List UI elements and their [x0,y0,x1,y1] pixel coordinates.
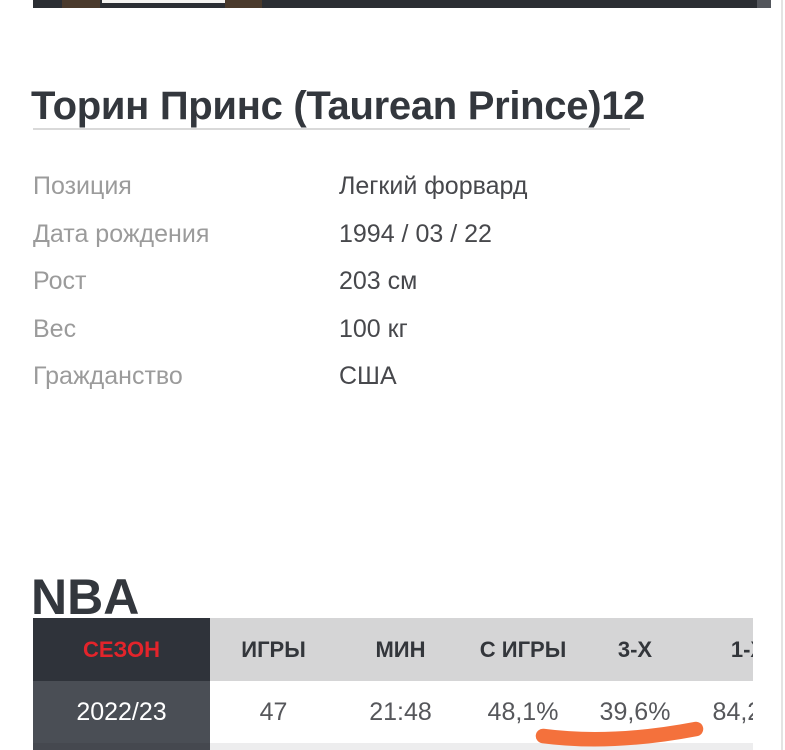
detail-value: 100 кг [339,314,408,343]
column-header-games: ИГРЫ [210,618,337,681]
divider [33,128,630,130]
field-goal-pct-cell: 48,1% [464,681,582,743]
stat-cell [337,743,464,750]
photo-fragment [102,0,225,3]
detail-value: 1994 / 03 / 22 [339,219,492,248]
photo-fragment [62,0,100,8]
photo-fragment [757,0,771,8]
column-header-free-throw: 1-Х [688,618,753,681]
page-title: Торин Принс (Taurean Prince)12 [31,83,646,128]
stat-cell [464,743,582,750]
detail-row-weight: Вес 100 кг [33,306,753,354]
table-row-2022-23: 2022/23 47 21:48 48,1% 39,6% 84,2% [33,681,753,743]
detail-value: 203 см [339,267,418,296]
detail-row-position: Позиция Легкий форвард [33,163,753,211]
minutes-cell: 21:48 [337,681,464,743]
photo-edge-strip [33,0,771,8]
table-header-row: СЕЗОН ИГРЫ МИН С ИГРЫ 3-Х 1-Х [33,618,753,681]
player-details-list: Позиция Легкий форвард Дата рождения 199… [33,163,753,401]
detail-label: Дата рождения [33,219,210,248]
free-throw-pct-cell: 84,2% [688,681,753,743]
detail-label: Рост [33,267,87,296]
stat-cell [210,743,337,750]
detail-label: Позиция [33,172,132,201]
games-cell: 47 [210,681,337,743]
detail-row-birthdate: Дата рождения 1994 / 03 / 22 [33,211,753,259]
detail-value: США [339,362,397,391]
table-row-partial [33,743,753,750]
scrollbar-track[interactable] [781,0,783,750]
detail-row-nationality: Гражданство США [33,353,753,401]
section-heading-nba: NBA [31,568,140,625]
detail-value: Легкий форвард [339,172,528,201]
detail-label: Вес [33,314,77,343]
column-header-minutes: МИН [337,618,464,681]
three-point-pct-cell: 39,6% [582,681,688,743]
column-header-season: СЕЗОН [33,618,210,681]
stat-cell [688,743,753,750]
detail-label: Гражданство [33,362,183,391]
season-cell: 2022/23 [33,681,210,743]
stat-cell [582,743,688,750]
detail-row-height: Рост 203 см [33,258,753,306]
season-cell [33,743,210,750]
column-header-field-goals: С ИГРЫ [464,618,582,681]
stats-table[interactable]: СЕЗОН ИГРЫ МИН С ИГРЫ 3-Х 1-Х 2022/23 47… [33,618,753,750]
column-header-three-point: 3-Х [582,618,688,681]
photo-fragment [225,0,262,8]
